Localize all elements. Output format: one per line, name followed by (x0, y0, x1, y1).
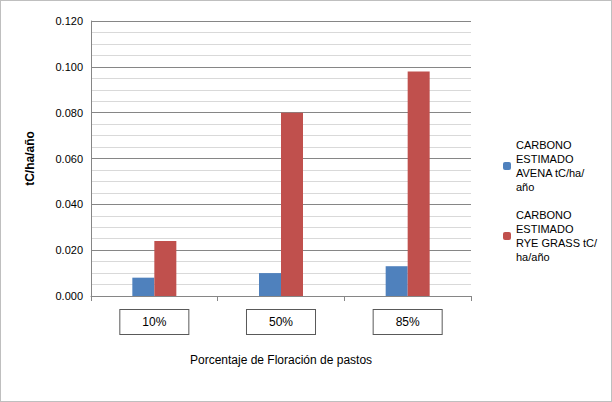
svg-text:0.020: 0.020 (55, 244, 83, 256)
svg-text:año: año (516, 181, 534, 193)
svg-text:0.000: 0.000 (55, 290, 83, 302)
svg-text:50%: 50% (269, 315, 293, 329)
svg-text:CARBONO: CARBONO (516, 139, 575, 151)
svg-text:85%: 85% (396, 315, 420, 329)
svg-text:ESTIMADO: ESTIMADO (516, 223, 577, 235)
svg-text:0.040: 0.040 (55, 198, 83, 210)
svg-text:0.060: 0.060 (55, 153, 83, 165)
svg-text:0.100: 0.100 (55, 61, 83, 73)
svg-text:CARBONO: CARBONO (516, 209, 575, 221)
svg-text:10%: 10% (142, 315, 166, 329)
svg-text:ESTIMADO: ESTIMADO (516, 153, 577, 165)
svg-text:AVENA tC/ha/: AVENA tC/ha/ (516, 167, 585, 179)
svg-text:RYE GRASS tC/: RYE GRASS tC/ (516, 237, 598, 249)
svg-text:tC/ha/año: tC/ha/año (23, 131, 37, 186)
svg-text:0.080: 0.080 (55, 107, 83, 119)
svg-text:Porcentaje de Floración de pas: Porcentaje de Floración de pastos (190, 353, 372, 367)
svg-text:ha/año: ha/año (516, 251, 550, 263)
svg-text:0.120: 0.120 (55, 15, 83, 27)
